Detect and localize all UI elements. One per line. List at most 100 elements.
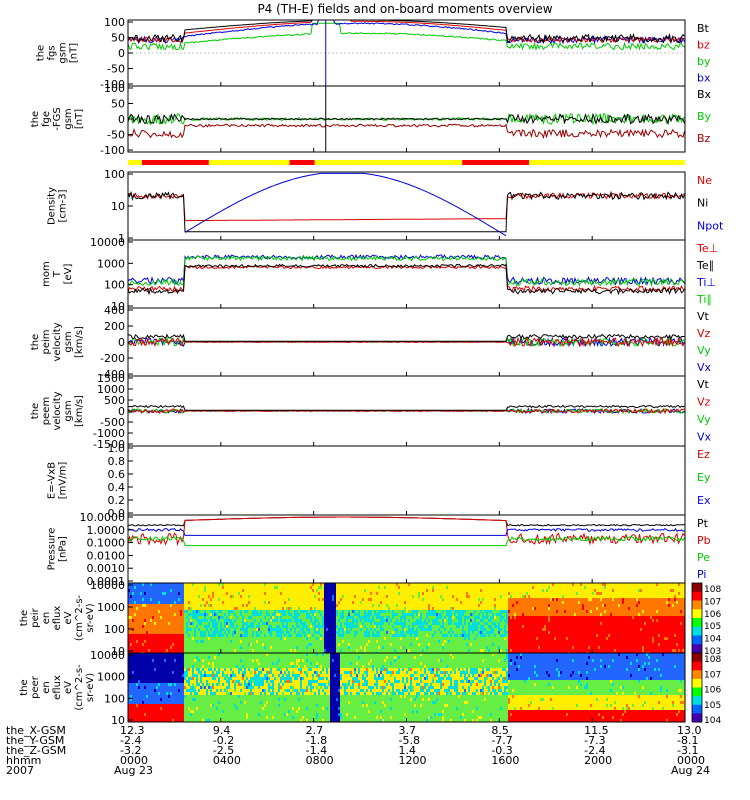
spectrogram-cell	[266, 610, 268, 613]
spectrogram-cell	[178, 607, 180, 610]
spectrogram-cell	[478, 628, 480, 631]
spectrogram-cell	[388, 604, 390, 607]
spectrogram-cell	[282, 607, 284, 610]
spectrogram-cell	[472, 640, 474, 643]
spectrogram-cell	[142, 601, 144, 604]
spectrogram-cell	[422, 595, 424, 598]
spectrogram-cell	[372, 592, 374, 595]
spectrogram-cell	[200, 589, 202, 592]
spectrogram-cell	[152, 634, 154, 637]
spectrogram-cell	[134, 586, 136, 589]
spectrogram-cell	[414, 646, 416, 649]
spectrogram-cell	[398, 631, 400, 634]
spectrogram-cell	[410, 631, 412, 634]
spectrogram-cell	[398, 592, 400, 595]
spectrogram-cell	[172, 598, 174, 601]
spectrogram-cell	[190, 619, 192, 622]
spectrogram-cell	[244, 643, 246, 646]
spectrogram-cell	[336, 598, 338, 601]
spectrogram-cell	[456, 646, 458, 649]
spectrogram-cell	[474, 640, 476, 643]
spectrogram-cell	[148, 628, 150, 631]
spectrogram-cell	[306, 622, 308, 625]
spectrogram-cell	[262, 628, 264, 631]
spectrogram-cell	[412, 607, 414, 610]
spectrogram-cell	[270, 607, 272, 610]
spectrogram-cell	[446, 607, 448, 610]
spectrogram-cell	[364, 592, 366, 595]
spectrogram-cell	[210, 619, 212, 622]
spectrogram-cell	[356, 619, 358, 622]
legend-entry: Vt	[697, 310, 710, 323]
spectrogram-cell	[260, 619, 262, 622]
spectrogram-cell	[260, 616, 262, 619]
spectrogram-cell	[164, 619, 166, 622]
spectrogram-cell	[402, 586, 404, 589]
legend-entry: Ey	[697, 471, 711, 484]
spectrogram-cell	[296, 646, 298, 649]
spectrogram-cell	[354, 643, 356, 646]
spectrogram-cell	[372, 649, 374, 652]
spectrogram-cell	[288, 616, 290, 619]
spectrogram-cell	[372, 586, 374, 589]
spectrogram-cell	[250, 583, 252, 586]
spectrogram-cell	[446, 610, 448, 613]
spectrogram-cell	[162, 622, 164, 625]
spectrogram-cell	[420, 604, 422, 607]
spectrogram-cell	[156, 616, 158, 619]
spectrogram-cell	[258, 601, 260, 604]
spectrogram-cell	[506, 622, 508, 625]
spectrogram-cell	[184, 610, 186, 613]
spectrogram-cell	[488, 598, 490, 601]
spectrogram-cell	[464, 622, 466, 625]
spectrogram-cell	[140, 616, 142, 619]
spectrogram-cell	[316, 640, 318, 643]
spectrogram-cell	[344, 598, 346, 601]
spectrogram-cell	[278, 604, 280, 607]
spectrogram-cell	[140, 598, 142, 601]
spectrogram-cell	[234, 631, 236, 634]
spectrogram-cell	[246, 634, 248, 637]
spectrogram-cell	[380, 649, 382, 652]
spectrogram-cell	[152, 643, 154, 646]
spectrogram-cell	[158, 586, 160, 589]
spectrogram-cell	[462, 607, 464, 610]
spectrogram-cell	[316, 610, 318, 613]
spectrogram-cell	[210, 589, 212, 592]
spectrogram-cell	[440, 613, 442, 616]
spectrogram-cell	[364, 607, 366, 610]
spectrogram-cell	[168, 637, 170, 640]
spectrogram-cell	[482, 649, 484, 652]
spectrogram-cell	[230, 589, 232, 592]
spectrogram-cell	[174, 583, 176, 586]
ni-trace	[128, 190, 685, 233]
spectrogram-cell	[220, 640, 222, 643]
spectrogram-cell	[348, 649, 350, 652]
spectrogram-cell	[420, 649, 422, 652]
spectrogram-cell	[508, 613, 510, 616]
spectrogram-cell	[464, 601, 466, 604]
spectrogram-cell	[276, 640, 278, 643]
spectrogram-cell	[330, 607, 332, 610]
spectrogram-cell	[222, 589, 224, 592]
spectrogram-cell	[226, 625, 228, 628]
spectrogram-cell	[476, 625, 478, 628]
spectrogram-cell	[320, 613, 322, 616]
spectrogram-cell	[156, 622, 158, 625]
spectrogram-cell	[406, 589, 408, 592]
spectrogram-cell	[428, 610, 430, 613]
spectrogram-cell	[264, 625, 266, 628]
spectrogram-cell	[438, 616, 440, 619]
spectrogram-cell	[488, 625, 490, 628]
spectrogram-cell	[310, 643, 312, 646]
spectrogram-cell	[190, 610, 192, 613]
spectrogram-cell	[286, 604, 288, 607]
spectrogram-cell	[412, 643, 414, 646]
spectrogram-cell	[144, 649, 146, 652]
spectrogram-cell	[380, 634, 382, 637]
spectrogram-cell	[380, 640, 382, 643]
spectrogram-cell	[308, 589, 310, 592]
spectrogram-cell	[292, 643, 294, 646]
spectrogram-cell	[488, 601, 490, 604]
